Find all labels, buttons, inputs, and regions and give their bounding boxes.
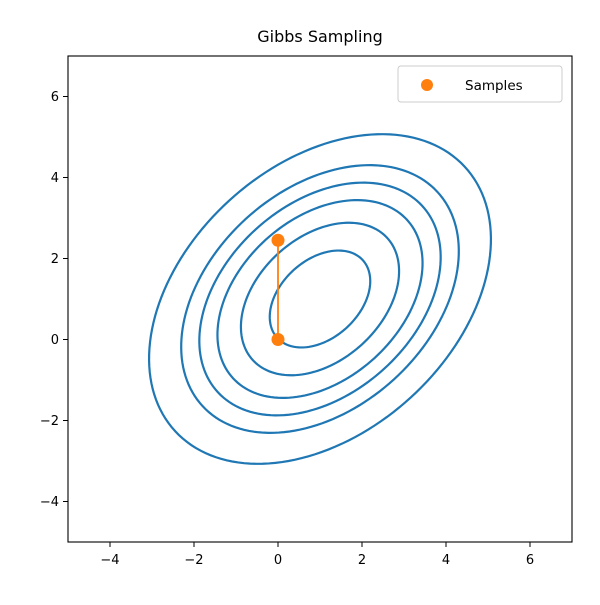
- y-tick-label: 4: [51, 171, 59, 186]
- chart-title: Gibbs Sampling: [257, 27, 382, 46]
- legend-box: [397, 65, 563, 103]
- x-tick-label: −4: [100, 553, 119, 568]
- legend-marker-samples: [421, 79, 433, 91]
- contour-level-4: [198, 181, 442, 417]
- sample-point: [271, 233, 285, 247]
- contour-layer: [147, 133, 493, 465]
- sample-point: [271, 333, 285, 346]
- x-axis: −4 −2 0 2 4 6: [100, 542, 534, 568]
- y-axis: −4 −2 0 2 4 6: [40, 90, 68, 510]
- x-tick-label: 6: [526, 553, 534, 568]
- y-tick-label: −2: [40, 414, 59, 429]
- y-tick-label: 6: [51, 90, 59, 105]
- contour-level-2: [239, 221, 401, 377]
- x-tick-label: 2: [358, 553, 366, 568]
- x-tick-label: −2: [184, 553, 203, 568]
- contour-level-3: [216, 199, 424, 399]
- y-tick-label: 0: [51, 333, 59, 348]
- contour-level-6: [147, 133, 493, 465]
- legend-label-samples: Samples: [465, 78, 523, 94]
- contour-level-1: [268, 249, 372, 349]
- series-layer: [271, 233, 285, 346]
- x-tick-label: 0: [274, 553, 282, 568]
- x-tick-label: 4: [442, 553, 450, 568]
- legend: Samples: [397, 65, 563, 103]
- y-tick-label: −4: [40, 495, 59, 510]
- plot-frame: [67, 55, 573, 543]
- contour-level-5: [180, 164, 460, 434]
- y-tick-label: 2: [51, 252, 59, 267]
